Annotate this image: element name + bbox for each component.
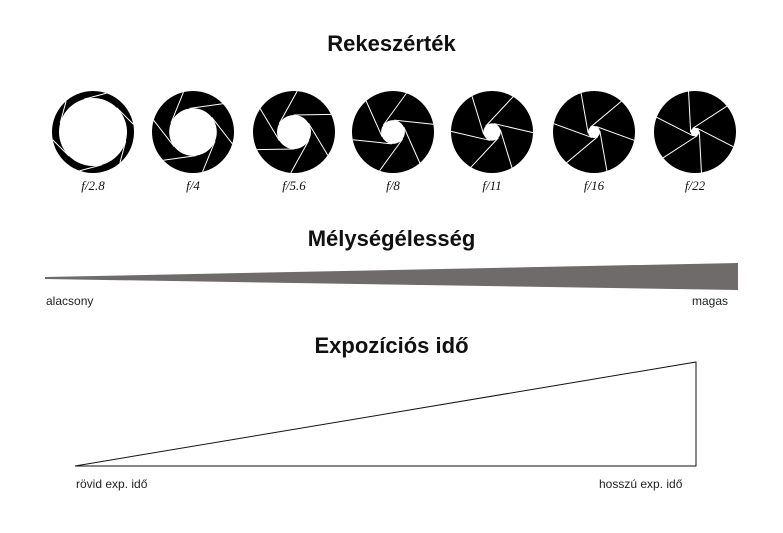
aperture-blade	[692, 105, 728, 129]
aperture-blade	[293, 113, 332, 116]
aperture-opening	[690, 127, 700, 137]
aperture-blade	[599, 130, 608, 172]
aperture-blade	[589, 100, 622, 128]
depth-of-field-title: Mélységélesség	[307, 226, 476, 251]
aperture-diaphragm	[352, 91, 434, 173]
aperture-diaphragm	[553, 91, 635, 173]
aperture-blade	[662, 135, 698, 159]
exposure-long-label: hosszú exp. idő	[599, 477, 683, 491]
aperture-opening	[277, 115, 311, 149]
aperture-2: f/4	[150, 86, 236, 196]
aperture-blade	[365, 100, 383, 138]
aperture-blade	[696, 127, 734, 148]
aperture-blade	[352, 139, 392, 145]
aperture-blade	[566, 136, 599, 164]
aperture-blade	[202, 140, 216, 173]
aperture-opening	[588, 126, 600, 138]
aperture-diaphragm	[654, 91, 736, 173]
f-number-label: f/4	[186, 178, 200, 193]
aperture-blade	[403, 126, 421, 164]
f-number-label: f/8	[386, 178, 400, 193]
aperture-blade	[256, 148, 295, 151]
aperture-blade	[688, 91, 692, 133]
aperture-blade	[308, 122, 329, 156]
aperture-opening	[381, 120, 405, 144]
aperture-blade	[119, 140, 127, 164]
aperture-diaphragm	[52, 91, 134, 173]
depth-of-field-shape	[45, 263, 738, 290]
f-number-label: f/2.8	[81, 178, 105, 193]
aperture-diaphragm	[152, 91, 234, 173]
depth-of-field-low-label: alacsony	[46, 294, 94, 308]
aperture-blade	[52, 139, 70, 157]
f-number-label: f/22	[684, 178, 706, 193]
aperture-blade	[553, 123, 593, 139]
aperture-blade	[485, 96, 514, 127]
f-number-label: f/11	[482, 178, 502, 193]
aperture-blade	[471, 96, 485, 135]
aperture-blade	[59, 100, 67, 124]
aperture-blade	[79, 164, 102, 172]
exposure-short-label: rövid exp. idő	[76, 477, 148, 491]
aperture-6: f/16	[551, 86, 637, 196]
aperture-blade	[595, 125, 635, 141]
aperture-blade	[278, 90, 298, 125]
aperture-opening	[169, 108, 217, 156]
aperture-blade	[493, 123, 534, 134]
aperture-blade	[394, 119, 434, 125]
exposure-triangle-shape	[74, 361, 697, 467]
aperture-5: f/11	[449, 86, 535, 196]
aperture-blade	[450, 130, 491, 141]
f-number-label: f/5.6	[282, 178, 306, 193]
aperture-blade	[656, 116, 694, 137]
aperture-blade	[84, 92, 107, 100]
aperture-blade	[259, 108, 280, 142]
aperture-blade	[189, 103, 223, 109]
aperture-diaphragm	[253, 90, 335, 174]
aperture-blade	[153, 120, 175, 147]
aperture-blade	[170, 91, 184, 124]
aperture-blade	[698, 131, 702, 173]
aperture-blade	[290, 139, 310, 174]
aperture-blade	[116, 107, 134, 125]
aperture-blade	[580, 92, 589, 134]
aperture-1: f/2.8	[50, 86, 136, 196]
aperture-blade	[382, 92, 407, 126]
aperture-blade	[470, 137, 499, 168]
depth-of-field-high-label: magas	[692, 294, 729, 308]
aperture-blade	[211, 117, 233, 144]
aperture-title: Rekeszérték	[327, 31, 456, 56]
aperture-4: f/8	[350, 86, 436, 196]
exposure-title: Expozíciós idő	[314, 333, 469, 358]
aperture-opening	[59, 98, 127, 166]
aperture-blade	[379, 138, 404, 172]
aperture-blade	[499, 129, 513, 168]
aperture-7: f/22	[652, 86, 738, 196]
f-number-label: f/16	[583, 178, 605, 193]
aperture-diaphragm	[450, 91, 534, 173]
aperture-opening	[483, 123, 501, 141]
aperture-blade	[163, 155, 197, 161]
aperture-3: f/5.6	[251, 86, 337, 196]
